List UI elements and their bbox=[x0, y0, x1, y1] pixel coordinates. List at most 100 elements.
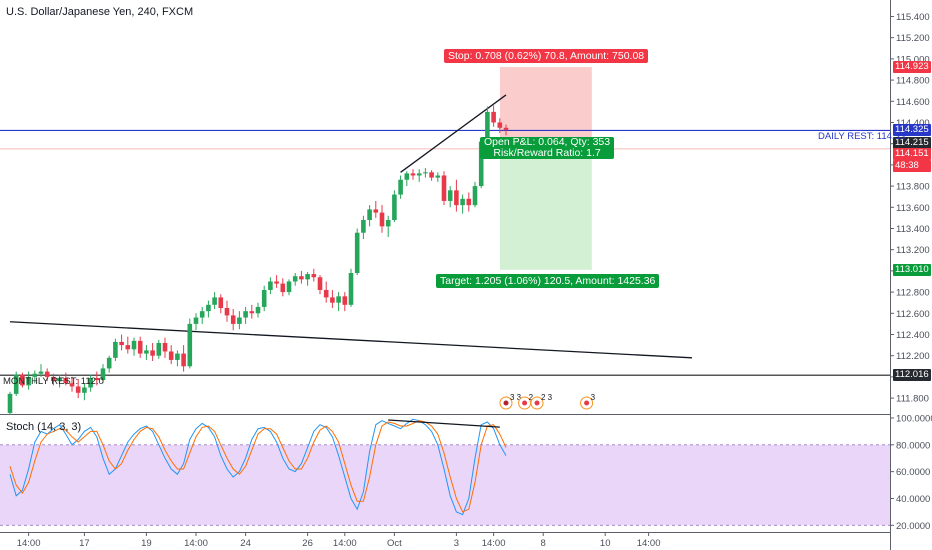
time-tick-label: 19 bbox=[141, 538, 152, 549]
candle-body bbox=[423, 172, 428, 174]
candle-body bbox=[466, 198, 472, 206]
stoch-trend-line bbox=[388, 419, 500, 428]
candle-body bbox=[261, 289, 267, 307]
target-label: Target: 1.205 (1.06%) 120.5, Amount: 142… bbox=[436, 273, 660, 288]
candle-body bbox=[336, 296, 341, 303]
time-tick-label: 26 bbox=[302, 538, 313, 549]
candle-body bbox=[485, 111, 490, 142]
candle-body bbox=[398, 179, 403, 195]
candle-body bbox=[361, 220, 366, 233]
stop-label: Stop: 0.708 (0.62%) 70.8, Amount: 750.08 bbox=[444, 49, 649, 64]
candle-body bbox=[100, 368, 106, 381]
candle-body bbox=[305, 274, 310, 280]
stoch-tick-label: 40.0000 bbox=[896, 494, 930, 505]
trend-line bbox=[400, 94, 507, 173]
candle-body bbox=[20, 374, 25, 386]
price-tick-label: 114.800 bbox=[896, 76, 930, 87]
candle-body bbox=[385, 220, 391, 227]
event-dot bbox=[522, 400, 528, 406]
candle-body bbox=[44, 371, 50, 377]
price-tick-label: 113.400 bbox=[896, 224, 930, 235]
price-tick-label: 113.600 bbox=[896, 203, 930, 214]
candle-body bbox=[330, 297, 335, 303]
time-tick-label: 14:00 bbox=[637, 538, 661, 549]
stop-zone bbox=[500, 67, 592, 143]
candle-body bbox=[447, 190, 453, 201]
candle-body bbox=[168, 351, 174, 360]
price-tick-label: 115.000 bbox=[896, 54, 930, 65]
price-tick-label: 115.400 bbox=[896, 12, 930, 23]
price-label: 114.325 bbox=[893, 124, 931, 137]
candle-body bbox=[26, 376, 31, 386]
candle-body bbox=[317, 277, 323, 290]
candle-body bbox=[224, 307, 230, 316]
pnl-label: Open P&L: 0.064, Qty: 353 Risk/Reward Ra… bbox=[480, 137, 615, 160]
candle-body bbox=[181, 353, 186, 367]
event-dot bbox=[534, 400, 540, 406]
candle-body bbox=[311, 274, 317, 278]
candle-body bbox=[274, 281, 279, 284]
price-tick-label: 115.200 bbox=[896, 33, 930, 44]
stoch-tick-label: 20.0000 bbox=[896, 521, 930, 532]
candle-body bbox=[392, 194, 397, 221]
candle-body bbox=[199, 311, 205, 318]
candle-body bbox=[286, 281, 292, 293]
price-tick-label: 112.600 bbox=[896, 309, 930, 320]
event-count: 2 3 bbox=[541, 393, 553, 402]
candle-body bbox=[137, 340, 143, 354]
candle-body bbox=[342, 296, 348, 305]
event-dot bbox=[584, 400, 590, 406]
candle-body bbox=[503, 127, 509, 130]
candle-body bbox=[175, 353, 180, 360]
price-label: 114.923 bbox=[893, 61, 931, 74]
stoch-series-line bbox=[9, 420, 507, 513]
candle-body bbox=[249, 311, 255, 314]
price-tick-label: 112.200 bbox=[896, 351, 930, 362]
candle-body bbox=[69, 383, 75, 387]
candle-body bbox=[32, 373, 38, 377]
candle-body bbox=[212, 297, 217, 305]
price-tick-label: 112.800 bbox=[896, 288, 930, 299]
price-tick-label: 112.400 bbox=[896, 330, 930, 341]
candle-body bbox=[131, 340, 137, 350]
stoch-tick-label: 80.0000 bbox=[896, 440, 930, 451]
time-tick-label: 17 bbox=[79, 538, 90, 549]
candle-body bbox=[88, 377, 93, 388]
trend-line bbox=[9, 321, 693, 359]
candle-body bbox=[218, 297, 224, 308]
candle-body bbox=[57, 377, 62, 382]
monthly-rest-label: MONTHLY REST: 112.0 bbox=[3, 376, 104, 388]
stoch-tick-label: 100.0000 bbox=[896, 414, 932, 425]
candle-body bbox=[156, 342, 162, 356]
candle-body bbox=[94, 377, 100, 381]
candle-body bbox=[187, 323, 193, 367]
daily-rest-label: DAILY REST: 114.33 bbox=[818, 131, 906, 143]
price-tick-label: 114.600 bbox=[896, 97, 930, 108]
candle-body bbox=[243, 311, 248, 318]
candle-body bbox=[348, 273, 354, 305]
candle-body bbox=[13, 374, 19, 394]
candle-body bbox=[373, 209, 379, 213]
candle-body bbox=[162, 342, 168, 352]
time-tick-label: 14:00 bbox=[184, 538, 208, 549]
candle-body bbox=[144, 350, 149, 354]
candle-body bbox=[230, 315, 236, 324]
time-tick-label: 14:00 bbox=[482, 538, 506, 549]
candle-body bbox=[441, 175, 447, 201]
candle-body bbox=[237, 317, 242, 324]
price-label: 114.151 bbox=[893, 147, 931, 160]
candle-body bbox=[268, 281, 273, 290]
stoch-indicator-title[interactable]: Stoch (14, 3, 3) bbox=[6, 421, 82, 433]
candle-body bbox=[125, 345, 131, 350]
time-tick-label: 14:00 bbox=[17, 538, 41, 549]
candle-body bbox=[429, 172, 434, 178]
candle-body bbox=[460, 198, 465, 206]
candle-body bbox=[75, 386, 81, 393]
candle-body bbox=[454, 190, 459, 206]
time-tick-label: 24 bbox=[240, 538, 251, 549]
candle-body bbox=[497, 122, 503, 128]
candle-body bbox=[404, 173, 410, 180]
time-tick-label: 3 bbox=[454, 538, 459, 549]
